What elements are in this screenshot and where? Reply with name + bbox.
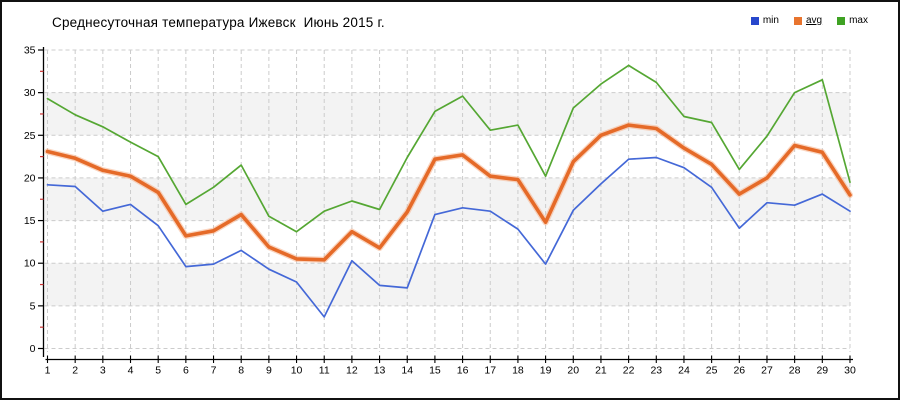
legend-swatch-max-icon — [837, 16, 846, 25]
legend-item-min[interactable]: min — [750, 15, 779, 26]
x-axis: 1 2 3 4 5 6 7 8 9 10 11 12 13 14 15 16 17 18 19 20 21 22 23 24 2… — [45, 355, 856, 377]
x-tick-label: 1 — [45, 365, 51, 377]
x-tick-label: 3 — [100, 365, 106, 377]
x-tick-label: 21 — [595, 365, 607, 377]
y-tick-label: 25 — [24, 130, 36, 142]
x-tick-label: 6 — [183, 365, 189, 377]
legend-label-min: min — [762, 15, 779, 26]
y-tick-label: 15 — [24, 215, 36, 227]
x-tick-label: 4 — [128, 365, 134, 377]
plot-band — [44, 92, 850, 136]
plot-band — [44, 177, 850, 221]
y-tick-label: 0 — [30, 343, 36, 355]
legend-item-max[interactable]: max — [837, 15, 868, 26]
legend-label-avg: avg — [805, 15, 823, 26]
y-tick-label: 35 — [24, 44, 36, 56]
x-tick-label: 7 — [211, 365, 217, 377]
x-tick-label: 9 — [266, 365, 272, 377]
x-tick-label: 13 — [374, 365, 386, 377]
x-tick-label: 12 — [346, 365, 358, 377]
y-tick-label: 10 — [24, 258, 36, 270]
x-tick-label: 23 — [650, 365, 662, 377]
x-tick-label: 24 — [678, 365, 690, 377]
x-tick-label: 22 — [623, 365, 635, 377]
x-tick-label: 5 — [155, 365, 161, 377]
x-tick-label: 8 — [238, 365, 244, 377]
series-line-max — [46, 64, 851, 233]
x-tick-label: 18 — [512, 365, 524, 377]
legend-swatch-min-icon — [750, 16, 759, 25]
x-tick-label: 30 — [844, 365, 856, 377]
x-tick-label: 10 — [291, 365, 303, 377]
y-axis: 0 5 10 15 20 25 30 35 — [24, 44, 45, 357]
x-tick-label: 14 — [401, 365, 413, 377]
legend-label-max: max — [849, 15, 868, 26]
plot-band — [44, 263, 850, 306]
x-tick-label: 28 — [789, 365, 801, 377]
chart-title: Среднесуточная температура Ижевск Июнь 2… — [52, 15, 385, 30]
y-tick-label: 5 — [30, 300, 36, 312]
y-tick-label: 20 — [24, 172, 36, 184]
x-tick-label: 2 — [72, 365, 78, 377]
x-tick-label: 20 — [567, 365, 579, 377]
legend-swatch-avg-icon — [793, 16, 802, 25]
x-tick-label: 16 — [457, 365, 469, 377]
legend-item-avg[interactable]: avg — [793, 15, 823, 26]
series-line-min — [46, 156, 851, 318]
x-tick-label: 25 — [706, 365, 718, 377]
series-line-avg — [45, 123, 852, 262]
x-tick-label: 26 — [733, 365, 745, 377]
x-tick-label: 17 — [484, 365, 496, 377]
legend: min avg max — [750, 15, 868, 26]
x-tick-label: 11 — [319, 365, 330, 377]
y-tick-label: 30 — [24, 87, 36, 99]
x-tick-label: 27 — [761, 365, 773, 377]
x-tick-label: 15 — [429, 365, 441, 377]
x-tick-label: 19 — [540, 365, 552, 377]
x-tick-label: 29 — [816, 365, 828, 377]
plot-bands — [44, 92, 850, 306]
